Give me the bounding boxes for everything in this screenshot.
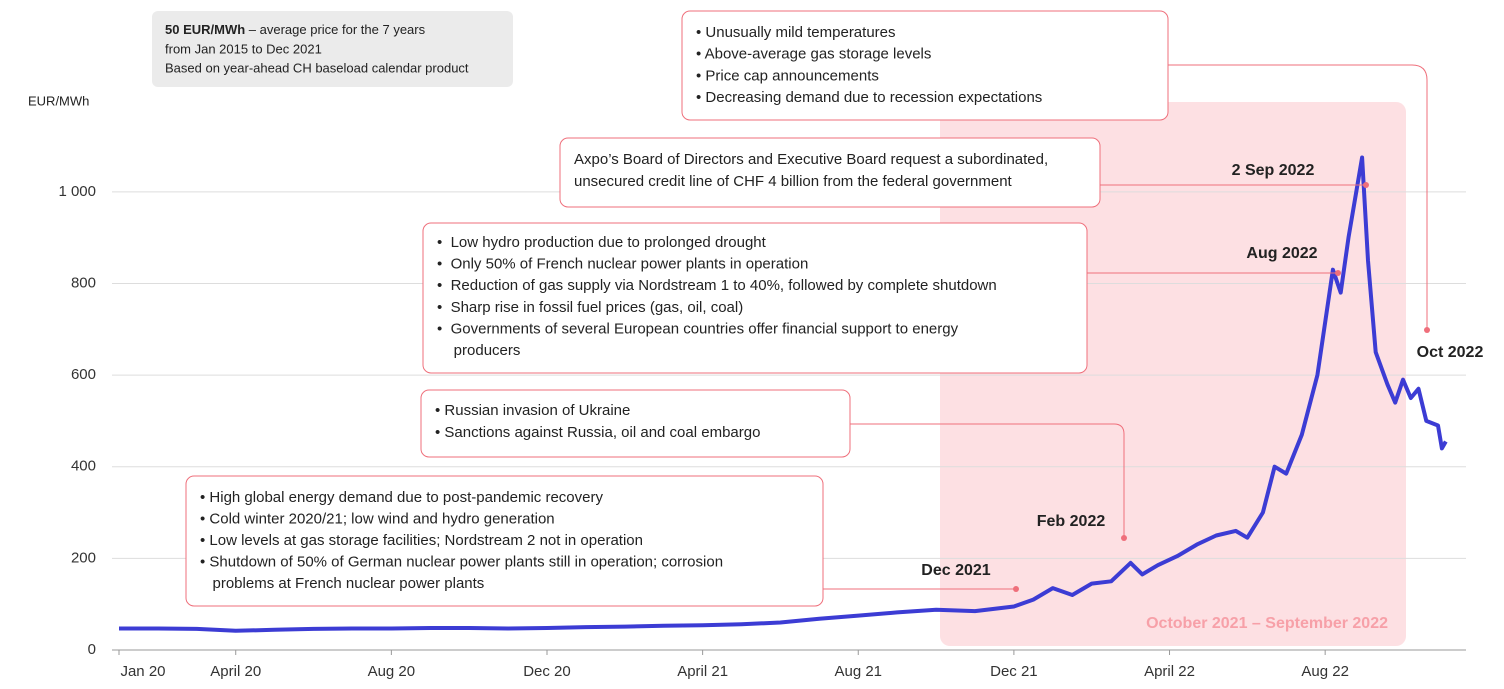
x-tick-label: Dec 20 [523,663,571,680]
annotation-dot [1013,586,1019,592]
annotation-box [420,389,851,458]
annotation-line: • Sharp rise in fossil fuel prices (gas,… [437,299,743,316]
annotation-line: • Above-average gas storage levels [696,46,931,63]
y-tick-label: 1 000 [58,183,96,200]
note-line: from Jan 2015 to Dec 2021 [165,41,322,56]
annotation-label: Dec 2021 [921,562,990,579]
annotation-line: • Only 50% of French nuclear power plant… [437,256,808,273]
annotation-line: unsecured credit line of CHF 4 billion f… [574,173,1013,190]
x-tick-label: Jan 20 [120,663,165,680]
x-tick-label: Aug 21 [834,663,882,680]
y-tick-label: 0 [88,641,96,658]
connector [1168,64,1428,330]
annotation-line: • Low hydro production due to prolonged … [437,234,767,251]
annotation-label: Aug 2022 [1246,245,1317,262]
annotation-line: Axpo’s Board of Directors and Executive … [574,151,1048,168]
x-tick-label: Aug 20 [368,663,416,680]
annotation-line: • Reduction of gas supply via Nordstream… [437,277,997,294]
note-line: Based on year-ahead CH baseload calendar… [165,60,469,75]
x-tick-label: April 22 [1144,663,1195,680]
x-tick-label: April 21 [677,663,728,680]
annotation-label: Oct 2022 [1417,344,1484,361]
annotation-label: Feb 2022 [1037,513,1106,530]
note-box [152,11,513,87]
annotation-label: 2 Sep 2022 [1232,162,1315,179]
period-label: October 2021 – September 2022 [1146,615,1388,632]
annotation-line: • High global energy demand due to post-… [200,489,603,506]
note-text: – average price for the 7 years [245,22,425,37]
annotation-line: problems at French nuclear power plants [200,575,484,592]
annotation-line: • Russian invasion of Ukraine [435,402,630,419]
annotation-box [681,10,1169,121]
annotation-line: • Low levels at gas storage facilities; … [200,532,643,549]
annotation-line: • Price cap announcements [696,67,879,84]
annotation-box [559,137,1101,208]
note-line: 50 EUR/MWh – average price for the 7 yea… [165,22,426,37]
annotation-line: • Cold winter 2020/21; low wind and hydr… [200,510,555,527]
annotation-dot [1335,270,1341,276]
x-tick-label: Aug 22 [1301,663,1349,680]
x-tick-label: April 20 [210,663,261,680]
annotation-line: • Shutdown of 50% of German nuclear powe… [200,553,723,570]
price-line [119,155,1448,633]
annotation-line: • Unusually mild temperatures [696,24,896,41]
annotation-line: • Sanctions against Russia, oil and coal… [435,424,760,441]
y-tick-label: 600 [71,366,96,383]
y-tick-label: 200 [71,549,96,566]
annotation-line: producers [437,342,520,359]
annotation-dot [1363,182,1369,188]
x-tick-label: Dec 21 [990,663,1038,680]
connector [850,423,1125,538]
annotation-dot [1424,327,1430,333]
annotation-line: • Governments of several European countr… [437,320,959,337]
annotation-box [185,475,824,607]
y-tick-label: 400 [71,458,96,475]
annotation-line: • Decreasing demand due to recession exp… [696,89,1042,106]
y-tick-label: 800 [71,274,96,291]
y-axis-label: EUR/MWh [28,93,89,108]
annotation-dot [1121,535,1127,541]
note-bold: 50 EUR/MWh [165,22,245,37]
annotation-box [422,222,1088,374]
